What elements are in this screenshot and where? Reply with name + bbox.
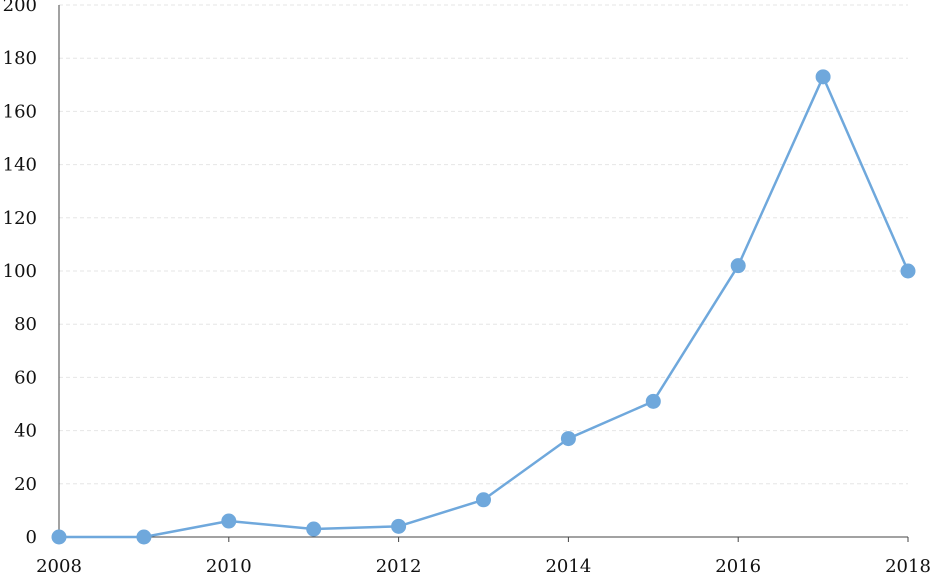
x-tick-label: 2016 xyxy=(715,556,761,576)
y-tick-labels: 0 20 40 60 80 100 120 140 160 180 200 xyxy=(3,0,37,548)
data-point xyxy=(815,69,831,85)
axes xyxy=(58,5,908,538)
data-point xyxy=(391,518,407,534)
grid-lines xyxy=(59,4,908,485)
series xyxy=(51,69,916,545)
y-tick-label: 60 xyxy=(14,367,37,388)
x-tick-label: 2014 xyxy=(545,556,591,576)
x-tick-label: 2010 xyxy=(206,556,252,576)
y-tick-label: 160 xyxy=(3,101,37,122)
data-point xyxy=(560,431,576,447)
y-tick-label: 40 xyxy=(14,421,37,442)
y-tick-label: 20 xyxy=(14,474,37,495)
data-point xyxy=(900,263,916,279)
series-line xyxy=(59,75,910,539)
x-tick-label: 2018 xyxy=(885,556,931,576)
y-tick-label: 180 xyxy=(3,48,37,69)
y-tick-label: 200 xyxy=(3,0,37,16)
data-point xyxy=(306,521,322,537)
data-point xyxy=(645,393,661,409)
data-point xyxy=(51,529,67,545)
x-tick-labels: 2008 2010 2012 2014 2016 2018 xyxy=(36,537,931,576)
data-point xyxy=(730,258,746,274)
y-tick-label: 0 xyxy=(26,527,37,548)
y-tick-label: 140 xyxy=(3,155,37,176)
data-point xyxy=(221,513,237,529)
data-point xyxy=(476,492,491,508)
y-tick-label: 100 xyxy=(3,261,37,282)
data-point xyxy=(136,529,152,545)
x-tick-label: 2012 xyxy=(376,556,422,576)
y-tick-label: 80 xyxy=(14,314,37,335)
y-tick-label: 120 xyxy=(3,208,37,229)
x-tick-label: 2008 xyxy=(36,556,82,576)
